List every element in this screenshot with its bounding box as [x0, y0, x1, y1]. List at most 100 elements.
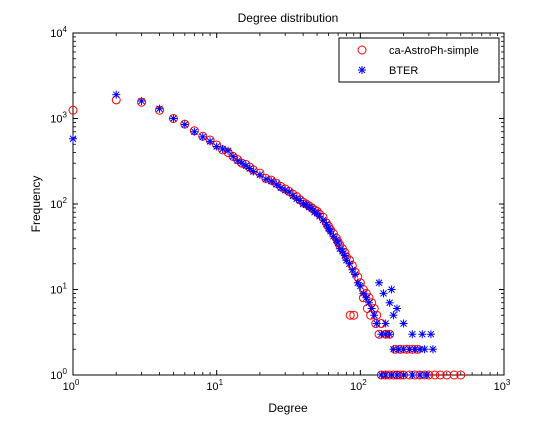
- data-point-star: [415, 371, 424, 379]
- data-point-star: [245, 164, 254, 173]
- data-point-star: [372, 319, 381, 328]
- legend-item: ca-AstroPh-simple: [357, 45, 479, 57]
- data-point-star: [345, 259, 354, 268]
- data-point-star: [367, 304, 376, 313]
- data-point-star: [356, 281, 365, 290]
- data-point-star: [377, 371, 386, 379]
- legend-marker-star: [358, 66, 366, 74]
- data-point-star: [365, 298, 374, 307]
- axis-ticks: 100 101 102 103 100 101 102 103 104: [50, 25, 511, 393]
- data-point-star: [299, 200, 308, 208]
- data-point-star: [190, 127, 199, 136]
- data-point-star: [276, 183, 285, 192]
- data-point-star: [428, 345, 437, 354]
- data-point-star: [387, 371, 396, 379]
- legend-marker-circle: [357, 45, 367, 55]
- data-point-star: [315, 212, 324, 221]
- data-point-star: [255, 170, 264, 179]
- data-point-circle: [449, 370, 459, 380]
- data-point-star: [206, 137, 215, 146]
- x-tick-label: 103: [494, 378, 511, 393]
- data-point-star: [307, 204, 316, 213]
- data-point-star: [426, 330, 435, 339]
- data-point-star: [342, 256, 351, 265]
- y-tick-label: 104: [50, 25, 67, 40]
- legend-label: BTER: [389, 65, 418, 77]
- data-point-circle: [430, 370, 440, 380]
- data-point-star: [241, 161, 250, 170]
- data-point-star: [362, 293, 371, 302]
- data-point-star: [338, 247, 347, 256]
- data-point-star: [319, 215, 328, 224]
- data-point-star: [410, 345, 419, 354]
- data-point-star: [408, 330, 417, 339]
- data-point-star: [295, 196, 304, 205]
- data-point-star: [261, 175, 270, 184]
- data-point-star: [329, 232, 338, 241]
- data-point-star: [393, 304, 402, 313]
- data-point-star: [399, 319, 408, 328]
- data-point-star: [305, 203, 314, 212]
- data-point-star: [381, 371, 390, 379]
- data-point-star: [394, 345, 403, 354]
- data-point-star: [155, 104, 164, 113]
- y-tick-label: 103: [50, 111, 67, 126]
- x-tick-label: 101: [206, 378, 223, 393]
- data-point-star: [212, 142, 221, 151]
- data-point-star: [379, 289, 388, 298]
- data-point-star: [381, 330, 390, 339]
- data-point-star: [422, 371, 431, 379]
- data-marks: [68, 90, 466, 380]
- data-point-star: [224, 146, 233, 155]
- data-point-star: [334, 238, 343, 247]
- data-point-star: [229, 152, 238, 161]
- data-point-star: [237, 159, 246, 168]
- x-tick-label: 102: [350, 378, 367, 393]
- data-point-star: [324, 224, 333, 233]
- data-point-circle: [456, 370, 466, 380]
- y-tick-label: 102: [50, 196, 67, 211]
- x-axis-label: Degree: [268, 401, 308, 415]
- data-point-circle: [442, 370, 452, 380]
- data-point-star: [112, 90, 121, 99]
- y-tick-label: 100: [50, 367, 67, 382]
- data-point-star: [385, 298, 394, 307]
- legend-box: [338, 37, 500, 83]
- data-point-star: [399, 345, 408, 354]
- legend: ca-AstroPh-simple BTER: [338, 37, 500, 83]
- data-point-star: [69, 134, 77, 143]
- data-point-star: [322, 220, 331, 229]
- data-point-star: [281, 186, 290, 195]
- data-point-star: [418, 330, 427, 339]
- data-point-star: [292, 194, 301, 203]
- data-point-star: [399, 371, 408, 379]
- data-point-star: [340, 251, 349, 260]
- data-point-star: [137, 97, 146, 106]
- data-point-star: [387, 285, 396, 294]
- chart-title: Degree distribution: [238, 11, 339, 25]
- data-point-circle: [345, 310, 355, 320]
- legend-item: BTER: [358, 65, 418, 77]
- data-point-star: [370, 311, 379, 320]
- data-point-star: [359, 289, 368, 298]
- legend-label: ca-AstroPh-simple: [389, 45, 479, 57]
- data-point-star: [169, 114, 178, 123]
- y-axis-label: Frequency: [29, 176, 43, 233]
- data-point-star: [267, 177, 276, 186]
- data-point-circle: [68, 105, 78, 115]
- y-tick-label: 101: [50, 282, 67, 297]
- data-point-circle: [349, 310, 359, 320]
- data-point-star: [198, 132, 207, 141]
- data-point-star: [351, 270, 360, 279]
- data-point-star: [310, 208, 319, 217]
- data-point-star: [289, 191, 298, 200]
- data-point-star: [218, 144, 227, 153]
- data-point-star: [381, 319, 390, 328]
- data-point-star: [389, 345, 398, 354]
- data-point-star: [385, 330, 394, 339]
- data-point-star: [377, 330, 386, 339]
- data-point-star: [405, 345, 414, 354]
- data-point-star: [285, 188, 294, 197]
